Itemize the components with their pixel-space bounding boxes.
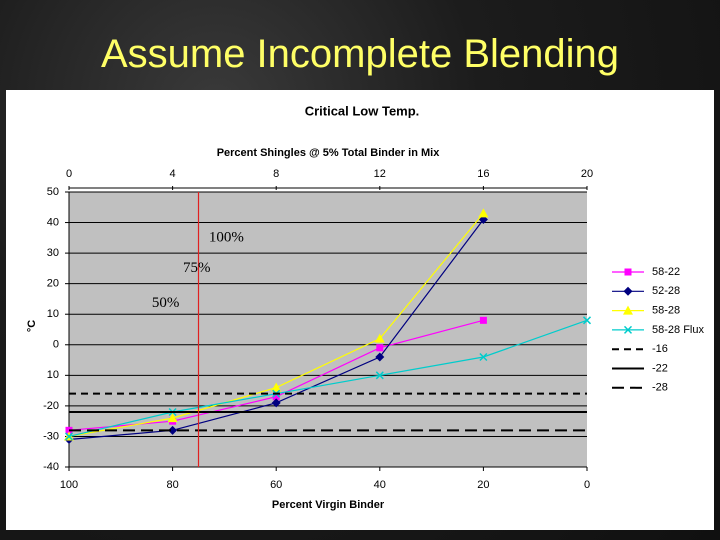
legend-marker — [624, 268, 632, 276]
x2-tick-label: 4 — [170, 168, 176, 180]
legend-marker — [623, 286, 633, 296]
legend-label: 52-28 — [652, 285, 680, 297]
x-tick-label: 100 — [60, 479, 78, 491]
annotation: 100% — [209, 229, 244, 245]
y-tick-label: 10 — [47, 308, 59, 320]
marker — [479, 316, 487, 324]
legend-marker — [623, 325, 633, 334]
y-tick-label: -40 — [43, 461, 59, 473]
y-tick-label: 20 — [47, 278, 59, 290]
marker — [479, 352, 488, 362]
legend-label: -28 — [652, 382, 668, 394]
marker — [375, 371, 384, 380]
x2-tick-label: 0 — [66, 168, 72, 180]
y-tick-label: -30 — [43, 430, 59, 442]
x-tick-label: 80 — [166, 479, 178, 491]
x-tick-label: 20 — [477, 479, 489, 491]
x2-tick-label: 20 — [581, 168, 593, 180]
slide-title: Assume Incomplete Blending — [100, 32, 620, 76]
x2-tick-label: 8 — [273, 168, 279, 180]
y-tick-label: 0 — [53, 339, 59, 351]
y-tick-label: 50 — [47, 186, 59, 198]
y-tick-label: -20 — [43, 400, 59, 412]
marker — [375, 352, 385, 362]
x-tick-label: 60 — [270, 479, 282, 491]
legend-label: -16 — [652, 343, 668, 355]
annotation: 50% — [152, 295, 180, 311]
x-tick-label: 0 — [584, 479, 590, 491]
series-line — [68, 319, 588, 438]
marker — [478, 208, 489, 218]
x-tick-label: 40 — [374, 479, 386, 491]
marker — [64, 432, 74, 441]
marker — [271, 382, 282, 392]
legend-label: 58-28 Flux — [652, 324, 704, 336]
y-tick-label: 10 — [47, 369, 59, 381]
y-tick-label: 30 — [47, 247, 59, 259]
plot-area — [69, 192, 587, 467]
marker — [272, 393, 280, 401]
x-axis-title: Percent Virgin Binder — [272, 499, 385, 511]
marker — [168, 425, 178, 435]
marker — [374, 333, 385, 343]
legend-label: -22 — [652, 362, 668, 374]
x2-axis-title: Percent Shingles @ 5% Total Binder in Mi… — [217, 147, 441, 159]
legend-label: 58-28 — [652, 305, 680, 317]
y-tick-label: 40 — [47, 216, 59, 228]
y-axis-title: °C — [26, 320, 38, 332]
marker — [167, 413, 178, 423]
legend-marker — [623, 305, 633, 315]
chart-title: Critical Low Temp. — [305, 103, 420, 118]
annotation: 75% — [183, 260, 211, 276]
marker — [376, 344, 384, 352]
x2-tick-label: 12 — [374, 168, 386, 180]
marker — [582, 316, 592, 325]
x2-tick-label: 16 — [477, 168, 489, 180]
legend-label: 58-22 — [652, 266, 680, 278]
marker — [271, 398, 281, 408]
